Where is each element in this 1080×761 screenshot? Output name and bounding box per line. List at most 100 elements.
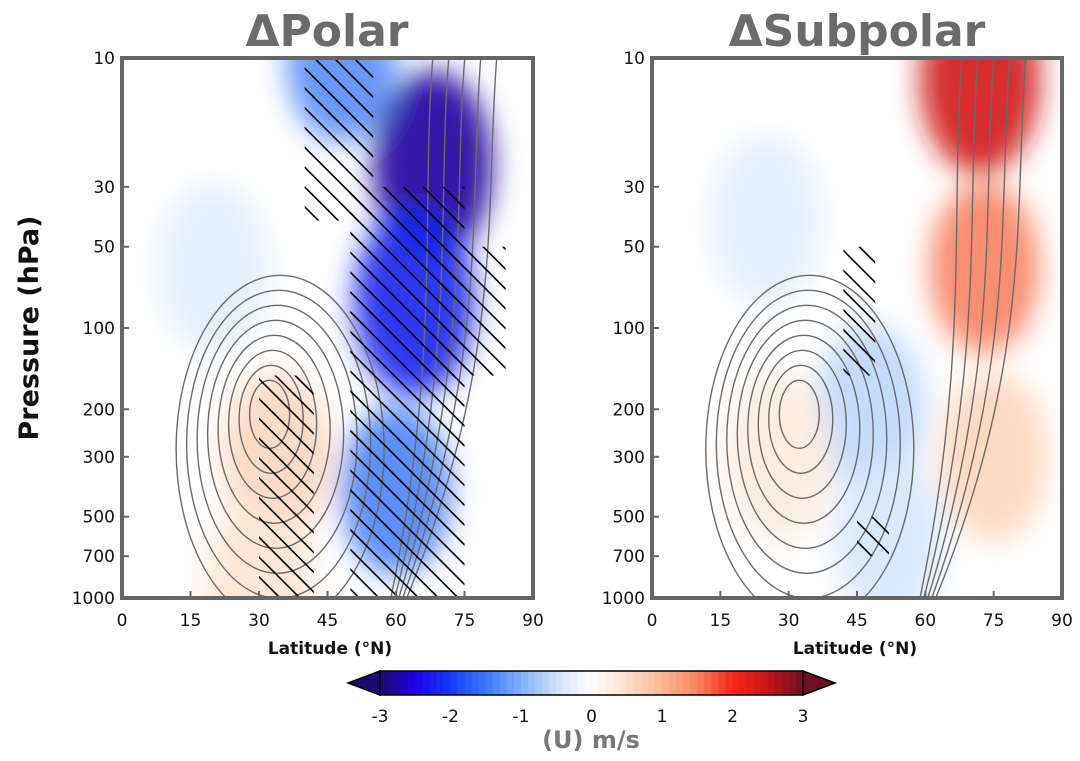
colorbar-cell xyxy=(401,671,409,695)
colorbar-cell xyxy=(450,671,459,695)
climatology-contour xyxy=(726,304,888,574)
x-tick-label: 30 xyxy=(778,611,800,631)
significance-hatch xyxy=(843,246,876,376)
colorbar-cell xyxy=(676,671,684,695)
colorbar-cell xyxy=(584,671,593,695)
x-tick-label: 45 xyxy=(846,611,868,631)
anomaly-fill xyxy=(938,371,1049,542)
climatology-contour xyxy=(757,349,847,499)
anomaly-fill xyxy=(158,183,269,354)
climatology-contour xyxy=(919,58,963,598)
colorbar-cell xyxy=(711,671,719,695)
x-tick-label: 60 xyxy=(915,611,937,631)
y-tick-label: 500 xyxy=(613,508,645,528)
colorbar-cell xyxy=(683,671,691,695)
climatology-contour xyxy=(935,58,1027,598)
colorbar-tick-label: -2 xyxy=(442,707,459,727)
colorbar-cell xyxy=(633,671,642,695)
panel-title: ΔPolar xyxy=(245,6,408,57)
colorbar-cell xyxy=(753,671,762,695)
x-axis-label: Latitude (°N) xyxy=(793,639,917,659)
y-tick-label: 1000 xyxy=(72,589,115,609)
climatology-contour xyxy=(778,379,820,449)
x-tick-label: 75 xyxy=(983,611,1005,631)
y-tick-label: 10 xyxy=(623,49,645,69)
colorbar-tick-label: 0 xyxy=(586,707,597,727)
colorbar-cell xyxy=(690,671,698,695)
x-tick-label: 45 xyxy=(317,611,339,631)
climatology-contour xyxy=(736,319,874,549)
colorbar-cell xyxy=(471,671,480,695)
colorbar-cell xyxy=(570,671,578,695)
colorbar-cell xyxy=(739,671,748,695)
colorbar-cell xyxy=(492,671,501,695)
y-tick-label: 50 xyxy=(93,238,115,258)
colorbar-cell xyxy=(408,671,416,695)
x-tick-label: 15 xyxy=(710,611,732,631)
colorbar-cell xyxy=(697,671,705,695)
x-tick-label: 60 xyxy=(385,611,407,631)
anomaly-fill xyxy=(710,135,821,306)
colorbar-cell xyxy=(788,671,797,695)
x-tick-label: 90 xyxy=(1051,611,1073,631)
colorbar-min-arrow xyxy=(345,669,381,697)
y-tick-label: 700 xyxy=(613,547,645,567)
colorbar-cell xyxy=(795,671,804,695)
colorbar: -3 -2 -1 0 1 2 3 (U) m/s xyxy=(345,669,838,754)
climatology-contour xyxy=(768,364,834,474)
colorbar-cell xyxy=(704,671,712,695)
significance-hatch xyxy=(259,375,314,598)
colorbar-cell xyxy=(760,671,769,695)
colorbar-cell xyxy=(513,671,522,695)
significance-hatch xyxy=(441,246,506,376)
anomaly-fill xyxy=(920,58,1040,175)
colorbar-cell xyxy=(549,671,557,695)
colorbar-cell xyxy=(619,671,628,695)
colorbar-cell xyxy=(612,671,621,695)
colorbar-cell xyxy=(415,671,423,695)
colorbar-max-arrow xyxy=(802,669,838,697)
colorbar-cell xyxy=(485,671,494,695)
y-tick-label: 700 xyxy=(83,547,115,567)
colorbar-cell xyxy=(521,671,529,695)
colorbar-cell xyxy=(528,671,536,695)
x-tick-label: 0 xyxy=(647,611,658,631)
colorbar-cell xyxy=(591,671,600,695)
colorbar-cell xyxy=(718,671,727,695)
x-tick-label: 30 xyxy=(248,611,270,631)
colorbar-frame xyxy=(379,670,804,696)
colorbar-cell xyxy=(436,671,445,695)
colorbar-label: (U) m/s xyxy=(542,726,640,754)
x-tick-label: 90 xyxy=(522,611,544,631)
colorbar-cell xyxy=(499,671,508,695)
colorbar-cell xyxy=(535,671,543,695)
x-tick-label: 15 xyxy=(180,611,202,631)
colorbar-cell xyxy=(725,671,734,695)
x-tick-label: 75 xyxy=(454,611,476,631)
climatology-contour xyxy=(747,334,861,524)
climatology-contour xyxy=(705,274,915,598)
colorbar-cell xyxy=(654,671,663,695)
colorbar-cell xyxy=(732,671,741,695)
climatology-contour xyxy=(715,289,901,598)
colorbar-cell xyxy=(506,671,515,695)
colorbar-cell xyxy=(669,671,677,695)
colorbar-cell xyxy=(767,671,776,695)
colorbar-cell xyxy=(443,671,452,695)
y-tick-label: 30 xyxy=(623,178,645,198)
colorbar-tick-label: -3 xyxy=(372,707,389,727)
y-tick-label: 10 xyxy=(93,49,115,69)
colorbar-cell xyxy=(394,671,402,695)
panel-title: ΔSubpolar xyxy=(729,6,986,57)
significance-hatch xyxy=(857,516,889,557)
colorbar-cell xyxy=(556,671,564,695)
y-tick-label: 30 xyxy=(93,178,115,198)
colorbar-cell xyxy=(640,671,649,695)
y-tick-label: 200 xyxy=(613,400,645,420)
colorbar-cell xyxy=(457,671,466,695)
y-tick-label: 100 xyxy=(83,319,115,339)
panel-subpolar: ΔSubpolar 10 30 50 100 200 300 500 700 1000 0 15 3… xyxy=(602,6,1073,659)
colorbar-cell xyxy=(387,671,395,695)
y-tick-label: 100 xyxy=(613,319,645,339)
